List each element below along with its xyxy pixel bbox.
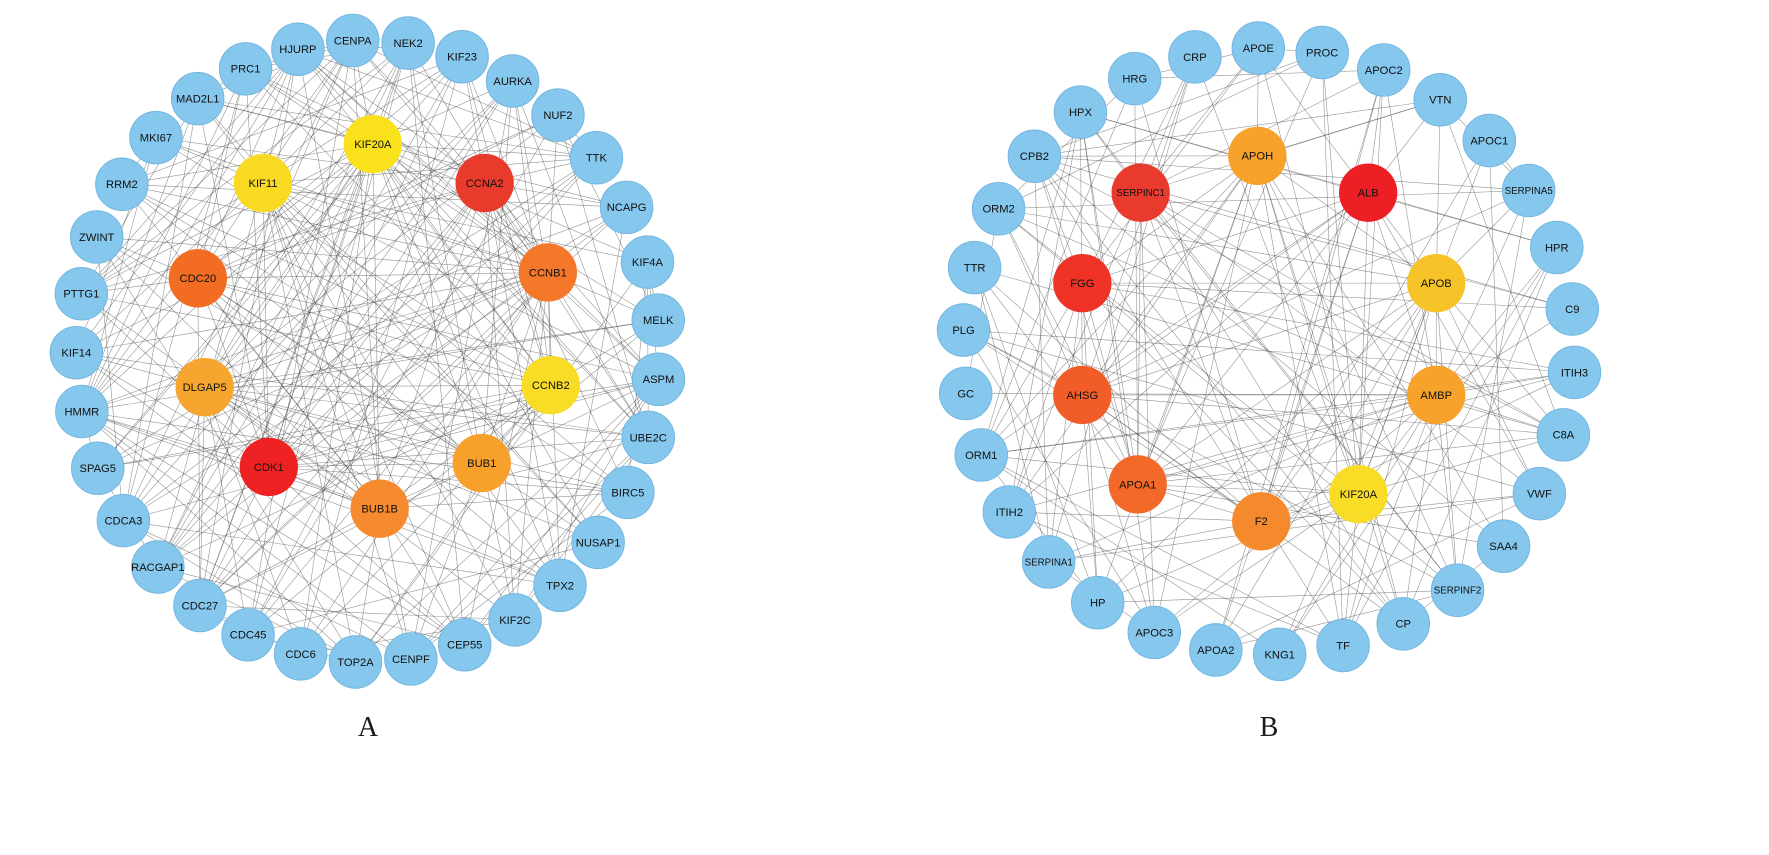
ring-node-kng1: KNG1 [1252, 627, 1307, 682]
hub-node-kif11: KIF11 [233, 153, 293, 213]
ring-node-proc: PROC [1295, 25, 1349, 80]
ring-node-cenpa: CENPA [325, 13, 380, 68]
panel-b: CRP APOE PROC APOC2 VTN APOC1 SERPINA5 HPR C9 ITI… [919, 8, 1619, 744]
ring-node-crp: CRP [1168, 30, 1222, 84]
ring-node-hmmr: HMMR [55, 384, 109, 439]
hub-node-f2: F2 [1232, 492, 1291, 551]
ring-node-apoe: APOE [1231, 21, 1286, 75]
hub-node-apoa1: APOA1 [1108, 455, 1167, 514]
ring-node-tpx2: TPX2 [533, 558, 587, 613]
ring-node-apoc1: APOC1 [1462, 113, 1517, 168]
ring-node-cep55: CEP55 [437, 617, 492, 672]
ring-node-nusap1: NUSAP1 [571, 515, 625, 570]
ring-node-cdc6: CDC6 [273, 627, 328, 681]
hub-node-cdc20: CDC20 [168, 249, 228, 308]
hub-node-ccna2: CCNA2 [455, 153, 514, 213]
ring-node-cpb2: CPB2 [1007, 129, 1062, 183]
ring-node-c9: C9 [1545, 282, 1600, 336]
hub-node-cdk1: CDK1 [239, 437, 298, 497]
ring-node-kif2c: KIF2C [488, 593, 542, 647]
ring-node-rrm2: RRM2 [95, 157, 149, 211]
ring-node-cp: CP [1376, 597, 1430, 651]
ring-node-spag5: SPAG5 [71, 441, 125, 495]
ring-node-serpina1: SERPINA1 [1021, 535, 1076, 589]
figure-network-panels: CENPA NEK2 KIF23 AURKA NUF2 TTK NCAPG KIF4A MELK… [18, 8, 1619, 744]
ring-node-orm1: ORM1 [954, 428, 1008, 482]
ring-node-orm2: ORM2 [971, 182, 1026, 236]
ring-node-zwint: ZWINT [69, 210, 124, 264]
hub-node-alb: ALB [1339, 163, 1398, 222]
panel-a-caption: A [357, 712, 379, 743]
hub-node-dlgap5: DLGAP5 [175, 358, 234, 417]
ring-node-cenpf: CENPF [384, 632, 438, 686]
ring-node-top2a: TOP2A [328, 635, 383, 689]
ring-node-hjurp: HJURP [271, 22, 325, 76]
hub-node-bub1b: BUB1B [350, 479, 409, 538]
ring-node-cdc45: CDC45 [221, 608, 275, 662]
ring-node-nuf2: NUF2 [531, 88, 585, 142]
ring-node-cdca3: CDCA3 [96, 493, 151, 548]
ring-node-racgap1: RACGAP1 [131, 540, 185, 594]
ring-node-apoc2: APOC2 [1356, 43, 1411, 97]
ring-node-aspm: ASPM [631, 352, 686, 407]
ring-node-kif23: KIF23 [435, 29, 489, 84]
ring-node-gc: GC [938, 366, 993, 421]
ring-node-itih3: ITIH3 [1547, 345, 1602, 400]
ring-node-c8a: C8A [1536, 408, 1591, 462]
ring-node-kif4a: KIF4A [620, 235, 675, 289]
ring-node-aurka: AURKA [485, 54, 540, 108]
hub-node-apob: APOB [1407, 253, 1466, 313]
ring-node-mki67: MKI67 [129, 110, 183, 165]
ring-node-saa4: SAA4 [1476, 519, 1531, 573]
panel-b-caption: B [1259, 712, 1279, 743]
ring-node-ttk: TTK [569, 130, 624, 185]
ring-node-prc1: PRC1 [218, 42, 273, 96]
ring-node-serpinf2: SERPINF2 [1430, 563, 1485, 617]
hub-node-fgg: FGG [1053, 253, 1112, 313]
ring-node-itih2: ITIH2 [982, 485, 1037, 539]
ring-node-nek2: NEK2 [381, 16, 435, 70]
ring-node-vtn: VTN [1413, 72, 1467, 127]
ring-node-ncapg: NCAPG [599, 180, 654, 235]
ring-node-apoc3: APOC3 [1127, 605, 1182, 660]
hub-node-bub1: BUB1 [452, 433, 511, 493]
ring-node-hpr: HPR [1530, 220, 1584, 275]
ring-node-birc5: BIRC5 [601, 465, 655, 520]
ring-node-kif14: KIF14 [49, 325, 104, 380]
ring-node-vwf: VWF [1512, 466, 1567, 521]
network-a: CENPA NEK2KIF23AURKANUF2TTKNCAPGKIF4AMELK… [49, 13, 686, 689]
hub-node-ccnb1: CCNB1 [518, 243, 578, 302]
hub-node-serpinc1: SERPINC1 [1111, 163, 1170, 222]
hub-node-kif20a: KIF20A [1329, 464, 1388, 524]
hub-node-apoh: APOH [1228, 126, 1287, 185]
ring-node-mad2l1: MAD2L1 [170, 71, 225, 126]
ring-node-ttr: TTR [947, 240, 1002, 295]
ring-node-apoa2: APOA2 [1189, 623, 1243, 677]
ring-node-hrg: HRG [1108, 51, 1162, 106]
hub-node-kif20a: KIF20A [343, 114, 403, 174]
hub-node-ahsg: AHSG [1053, 365, 1112, 425]
ring-node-plg: PLG [936, 303, 991, 357]
ring-node-ube2c: UBE2C [621, 410, 675, 465]
ring-node-serpina5: SERPINA5 [1501, 163, 1556, 218]
hub-node-ccnb2: CCNB2 [521, 356, 580, 415]
ring-node-melk: MELK [631, 293, 685, 347]
ring-node-cdc27: CDC27 [173, 578, 227, 633]
ring-node-tf: TF [1316, 618, 1370, 673]
panel-a: CENPA NEK2 KIF23 AURKA NUF2 TTK NCAPG KIF4A MELK… [18, 8, 718, 744]
hub-node-ambp: AMBP [1407, 365, 1466, 425]
ring-node-pttg1: PTTG1 [54, 267, 109, 321]
ring-node-hpx: HPX [1053, 85, 1108, 139]
ring-node-hp: HP [1071, 575, 1125, 630]
